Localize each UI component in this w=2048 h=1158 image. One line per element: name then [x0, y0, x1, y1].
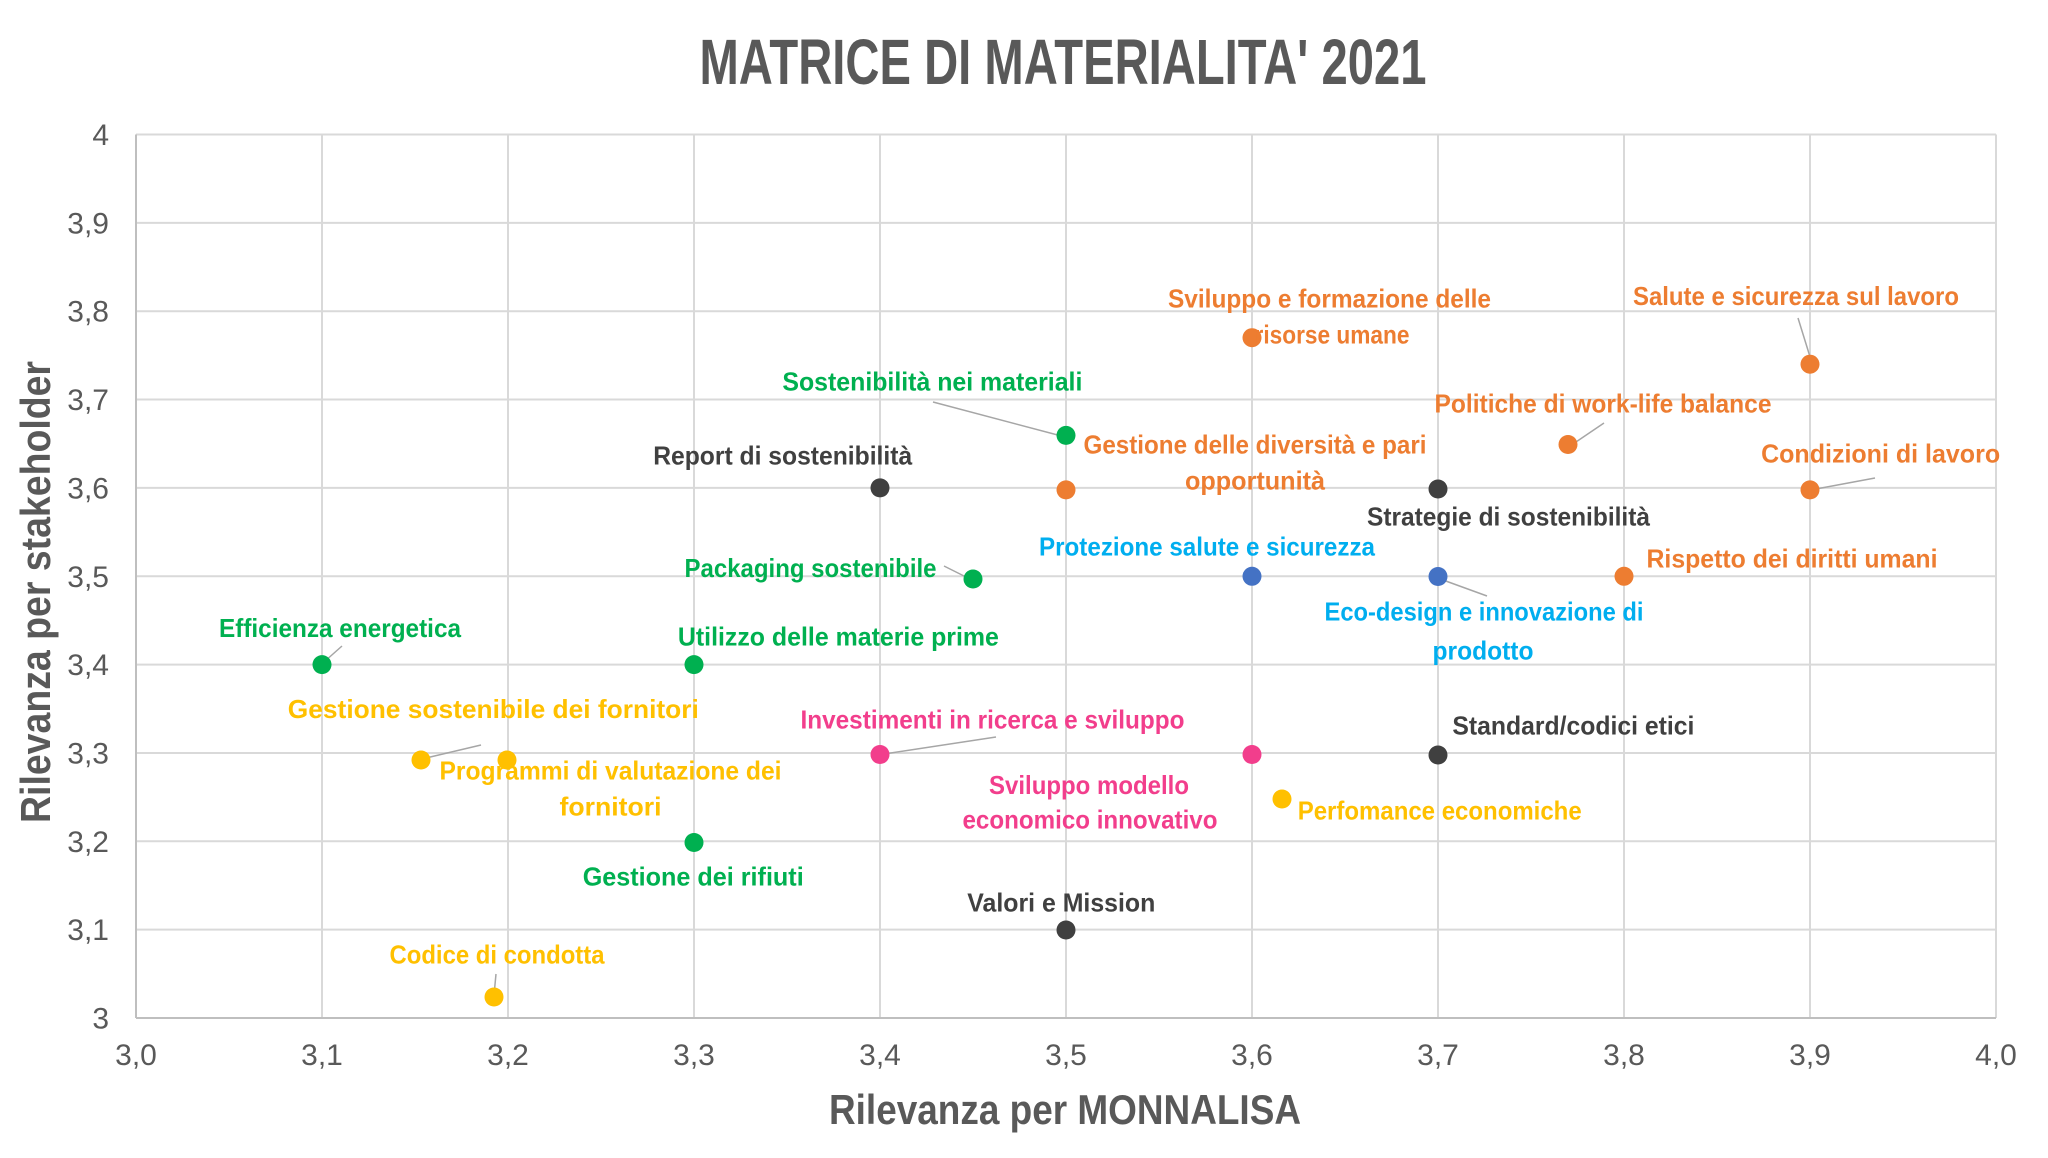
svg-text:3,7: 3,7 — [1417, 1039, 1459, 1072]
svg-text:3,9: 3,9 — [1789, 1039, 1831, 1072]
svg-text:Eco-design e innovazione di: Eco-design e innovazione di — [1325, 597, 1644, 627]
svg-text:Rilevanza per MONNALISA: Rilevanza per MONNALISA — [829, 1086, 1301, 1133]
svg-text:Gestione sostenibile dei forni: Gestione sostenibile dei fornitori — [288, 694, 699, 724]
svg-text:3,4: 3,4 — [859, 1039, 901, 1072]
svg-text:3,7: 3,7 — [67, 384, 109, 417]
svg-text:Gestione dei rifiuti: Gestione dei rifiuti — [583, 862, 804, 892]
svg-text:Programmi di valutazione dei: Programmi di valutazione dei — [440, 756, 782, 786]
svg-text:Gestione delle diversità e par: Gestione delle diversità e pari — [1084, 430, 1427, 460]
svg-text:Valori e Mission: Valori e Mission — [967, 888, 1155, 918]
svg-text:3,5: 3,5 — [67, 561, 109, 594]
svg-text:Protezione salute e sicurezza: Protezione salute e sicurezza — [1039, 532, 1375, 562]
svg-text:Sostenibilità nei materiali: Sostenibilità nei materiali — [782, 367, 1082, 397]
svg-text:3,9: 3,9 — [67, 207, 109, 240]
svg-text:fornitori: fornitori — [560, 792, 662, 822]
svg-text:Sviluppo e formazione delle: Sviluppo e formazione delle — [1168, 284, 1491, 314]
svg-text:Politiche di work-life balance: Politiche di work-life balance — [1435, 389, 1772, 419]
svg-text:3,8: 3,8 — [1603, 1039, 1645, 1072]
svg-text:Sviluppo modello: Sviluppo modello — [989, 770, 1189, 800]
svg-text:risorse umane: risorse umane — [1255, 320, 1410, 350]
svg-text:Strategie di sostenibilità: Strategie di sostenibilità — [1367, 502, 1651, 532]
svg-text:Perfomance economiche: Perfomance economiche — [1298, 796, 1582, 826]
svg-text:4: 4 — [92, 119, 109, 152]
svg-text:Investimenti in ricerca e svil: Investimenti in ricerca e sviluppo — [801, 705, 1185, 735]
svg-text:Efficienza energetica: Efficienza energetica — [219, 613, 462, 643]
svg-text:opportunità: opportunità — [1185, 466, 1326, 496]
svg-text:3,1: 3,1 — [301, 1039, 343, 1072]
svg-text:MATRICE DI MATERIALITA' 2021: MATRICE DI MATERIALITA' 2021 — [700, 26, 1427, 98]
svg-text:3,1: 3,1 — [67, 914, 109, 947]
svg-text:Rispetto dei diritti umani: Rispetto dei diritti umani — [1647, 544, 1938, 574]
svg-text:Codice di condotta: Codice di condotta — [390, 940, 605, 970]
svg-text:3: 3 — [92, 1003, 109, 1036]
svg-text:3,4: 3,4 — [67, 649, 109, 682]
svg-text:prodotto: prodotto — [1433, 636, 1534, 666]
svg-text:3,8: 3,8 — [67, 296, 109, 329]
svg-text:Packaging sostenibile: Packaging sostenibile — [685, 553, 937, 583]
svg-text:3,3: 3,3 — [67, 737, 109, 770]
svg-text:3,0: 3,0 — [115, 1039, 157, 1072]
svg-text:3,6: 3,6 — [67, 472, 109, 505]
svg-text:Report di sostenibilità: Report di sostenibilità — [653, 441, 913, 471]
svg-text:Salute e sicurezza sul lavoro: Salute e sicurezza sul lavoro — [1633, 281, 1959, 311]
svg-text:Utilizzo delle materie prime: Utilizzo delle materie prime — [678, 622, 999, 652]
svg-text:economico innovativo: economico innovativo — [963, 805, 1218, 835]
svg-text:3,2: 3,2 — [487, 1039, 529, 1072]
svg-text:Rilevanza per stakeholder: Rilevanza per stakeholder — [12, 361, 59, 823]
svg-text:3,2: 3,2 — [67, 826, 109, 859]
svg-text:Condizioni di lavoro: Condizioni di lavoro — [1761, 439, 2000, 469]
svg-text:3,6: 3,6 — [1231, 1039, 1273, 1072]
svg-text:3,5: 3,5 — [1045, 1039, 1087, 1072]
svg-text:4,0: 4,0 — [1975, 1039, 2017, 1072]
svg-text:Standard/codici etici: Standard/codici etici — [1452, 711, 1694, 741]
svg-text:3,3: 3,3 — [673, 1039, 715, 1072]
